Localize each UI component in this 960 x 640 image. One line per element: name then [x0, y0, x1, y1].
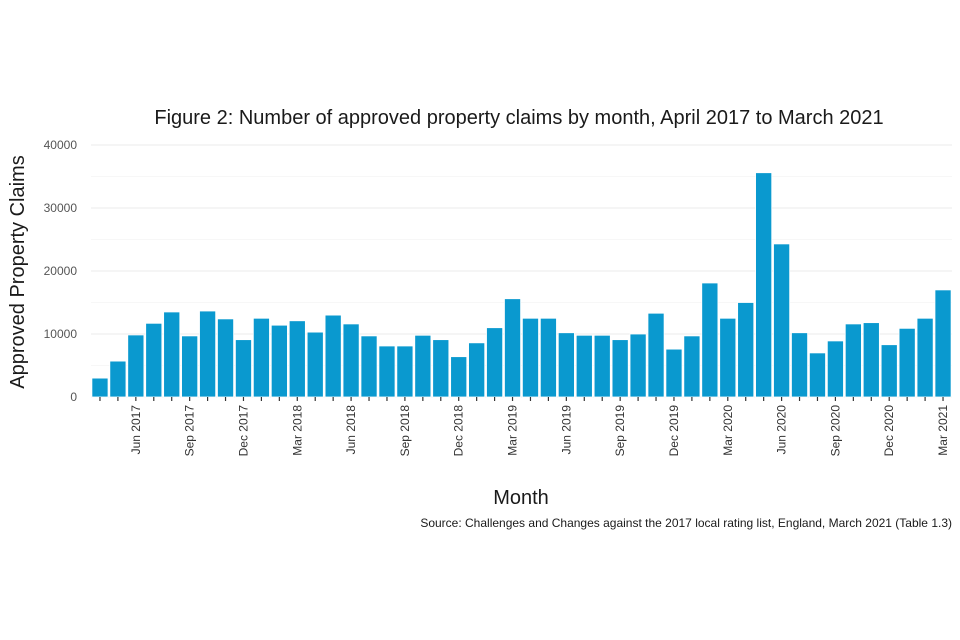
- bar: Aug 2019: 9800: [593, 334, 611, 398]
- bar: Feb 2018: 11400: [270, 324, 288, 398]
- bar: Dec 2017: 9100: [234, 339, 252, 398]
- y-tick-label: 30000: [44, 201, 78, 215]
- x-tick-label: Dec 2019: [667, 405, 681, 457]
- bar: Aug 2017: 13500: [163, 311, 181, 398]
- x-axis-label: Month: [493, 487, 549, 509]
- bar: Jun 2017: 9850: [127, 334, 145, 398]
- gridlines: [91, 144, 952, 398]
- bar: May 2019: 12500: [539, 317, 557, 398]
- bar: Apr 2020: 15000: [737, 302, 755, 398]
- source-note: Source: Challenges and Changes against t…: [420, 516, 952, 530]
- y-tick-label: 0: [70, 390, 77, 404]
- bar: Jan 2018: 12500: [252, 317, 270, 398]
- x-tick-label: Jun 2018: [344, 405, 358, 455]
- bar: Mar 2018: 12100: [288, 320, 306, 398]
- bar: May 2017: 5700: [109, 360, 127, 398]
- x-tick-label: Sep 2020: [828, 405, 842, 457]
- bar: Nov 2018: 9100: [432, 339, 450, 398]
- bar: Nov 2020: 11800: [862, 322, 880, 398]
- bar: Mar 2021: 17000: [934, 289, 952, 398]
- bar: Jul 2019: 9800: [575, 334, 593, 398]
- bar: Aug 2018: 8100: [378, 345, 396, 398]
- bar: Nov 2019: 13300: [647, 312, 665, 398]
- bar: Apr 2019: 12500: [521, 317, 539, 398]
- y-axis-label: Approved Property Claims: [7, 155, 29, 388]
- bar: Jul 2018: 9700: [360, 335, 378, 398]
- x-tick-label: Sep 2019: [613, 405, 627, 457]
- y-tick-label: 20000: [44, 264, 78, 278]
- bar: Jan 2019: 8600: [468, 342, 486, 398]
- bar: May 2018: 13000: [324, 314, 342, 398]
- x-tick-label: Mar 2019: [506, 405, 520, 456]
- bar: Sep 2019: 9100: [611, 339, 629, 398]
- bar: Mar 2020: 12500: [719, 317, 737, 398]
- bar: Jan 2020: 9700: [683, 335, 701, 398]
- bar: Aug 2020: 7000: [808, 352, 826, 398]
- bar: Dec 2018: 6400: [450, 356, 468, 398]
- bar: Jun 2018: 11600: [342, 323, 360, 398]
- bar: Mar 2019: 15600: [504, 298, 522, 398]
- bar: Nov 2017: 12400: [217, 318, 235, 398]
- bar: Sep 2018: 8100: [396, 345, 414, 398]
- bar: Jun 2020: 24300: [773, 243, 791, 398]
- x-tick-label: Dec 2018: [452, 405, 466, 457]
- x-tick-label: Dec 2017: [236, 405, 250, 457]
- bar: Feb 2021: 12500: [916, 317, 934, 398]
- bar: Jul 2017: 11700: [145, 322, 163, 398]
- chart-title: Figure 2: Number of approved property cl…: [154, 107, 883, 129]
- bar: Dec 2019: 7600: [665, 348, 683, 398]
- y-axis-ticks: 0 10000 20000 30000 40000: [44, 138, 78, 404]
- bar: Feb 2020: 18100: [701, 282, 719, 398]
- x-tick-label: Dec 2020: [882, 405, 896, 457]
- x-tick-label: Mar 2021: [936, 405, 950, 456]
- x-axis-ticks: Jun 2017 Sep 2017 Dec 2017 Mar 2018 Jun 2018…: [99, 397, 950, 457]
- bar: Sep 2017: 9700: [181, 335, 199, 398]
- x-tick-label: Mar 2018: [290, 405, 304, 456]
- x-tick-label: Jun 2017: [129, 405, 143, 455]
- bar: Jun 2019: 10200: [557, 332, 575, 398]
- bar: Feb 2019: 11000: [486, 327, 504, 398]
- bar: Oct 2020: 11600: [844, 323, 862, 398]
- y-tick-label: 40000: [44, 138, 78, 152]
- x-tick-label: Jun 2019: [559, 405, 573, 455]
- y-tick-label: 10000: [44, 327, 78, 341]
- bar: Oct 2019: 10000: [629, 333, 647, 398]
- bar: Jan 2021: 10900: [898, 327, 916, 398]
- x-tick-label: Jun 2020: [775, 405, 789, 455]
- bar: Oct 2018: 9800: [414, 334, 432, 398]
- bars: Apr 2017: 3000May 2017: 5700Jun 2017: 98…: [91, 172, 952, 398]
- bar: Apr 2017: 3000: [91, 377, 109, 398]
- x-tick-label: Sep 2018: [398, 405, 412, 457]
- bar: Dec 2020: 8300: [880, 344, 898, 398]
- x-tick-label: Sep 2017: [183, 405, 197, 457]
- x-tick-label: Mar 2020: [721, 405, 735, 456]
- bar: Oct 2017: 13650: [199, 310, 217, 398]
- bar: Jul 2020: 10200: [791, 332, 809, 398]
- bar: Apr 2018: 10300: [306, 331, 324, 398]
- bar: May 2020: 35600: [755, 172, 773, 398]
- bar: Sep 2020: 8900: [826, 340, 844, 398]
